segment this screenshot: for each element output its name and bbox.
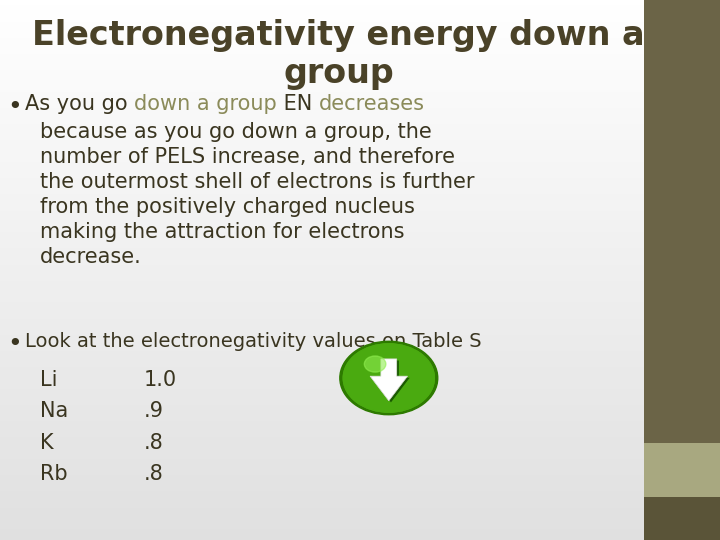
Text: group: group (283, 57, 394, 90)
Text: down a group: down a group (135, 94, 277, 114)
Circle shape (343, 344, 434, 412)
Text: •: • (7, 332, 22, 356)
Bar (644, 0, 720, 443)
Text: As you go: As you go (25, 94, 135, 114)
Bar (644, 443, 720, 497)
Polygon shape (372, 361, 410, 402)
Text: Na: Na (40, 401, 68, 421)
Circle shape (364, 356, 386, 372)
Circle shape (340, 341, 438, 415)
Text: because as you go down a group, the
number of PELS increase, and therefore
the o: because as you go down a group, the numb… (40, 122, 474, 267)
Text: Look at the electronegativity values on Table S: Look at the electronegativity values on … (25, 332, 482, 351)
Text: Li: Li (40, 370, 57, 390)
Text: •: • (7, 94, 22, 118)
Bar (644, 497, 720, 540)
Text: .9: .9 (144, 401, 164, 421)
Text: K: K (40, 433, 53, 453)
Text: EN: EN (277, 94, 319, 114)
Text: 1.0: 1.0 (144, 370, 177, 390)
Text: .8: .8 (144, 433, 163, 453)
Text: .8: .8 (144, 464, 163, 484)
Circle shape (343, 344, 434, 412)
Circle shape (354, 349, 408, 389)
Polygon shape (370, 359, 408, 401)
Text: Electronegativity energy down a: Electronegativity energy down a (32, 19, 644, 52)
Text: Rb: Rb (40, 464, 67, 484)
Text: decreases: decreases (319, 94, 425, 114)
